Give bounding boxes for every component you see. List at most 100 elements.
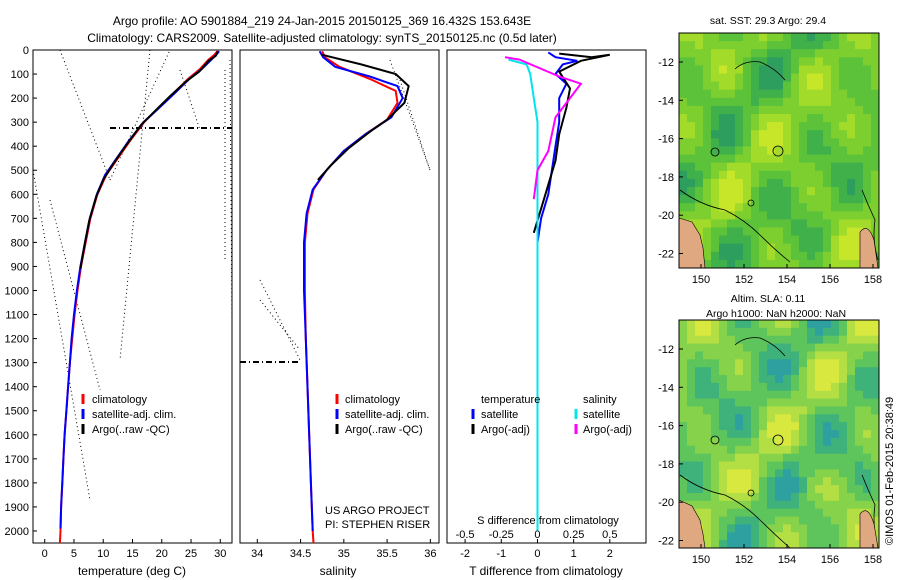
heatmap-cell bbox=[775, 73, 784, 83]
heatmap-cell bbox=[727, 235, 736, 245]
heatmap-cell bbox=[751, 430, 760, 439]
heatmap-cell bbox=[775, 437, 784, 447]
heatmap-cell bbox=[807, 445, 816, 455]
heatmap-cell bbox=[703, 259, 712, 269]
heatmap-cell bbox=[783, 351, 792, 360]
heatmap-cell bbox=[839, 343, 848, 352]
island-landmass bbox=[859, 228, 879, 269]
heatmap-cell bbox=[831, 351, 840, 360]
heatmap-cell bbox=[831, 367, 840, 376]
heatmap-cell bbox=[703, 162, 712, 172]
heatmap-cell bbox=[703, 485, 712, 494]
heatmap-cell bbox=[703, 390, 712, 400]
heatmap-cell bbox=[775, 343, 784, 352]
heatmap-cell bbox=[687, 57, 696, 66]
map-x-tick-label: 150 bbox=[692, 554, 710, 566]
heatmap-cell bbox=[687, 146, 696, 155]
heatmap-cell bbox=[791, 57, 800, 66]
heatmap-cell bbox=[823, 430, 832, 439]
heatmap-cell bbox=[807, 81, 816, 91]
heatmap-cell bbox=[743, 351, 752, 360]
heatmap-cell bbox=[735, 390, 744, 400]
heatmap-cell bbox=[743, 162, 752, 172]
heatmap-cell bbox=[687, 114, 696, 123]
heatmap-cell bbox=[743, 57, 752, 66]
heatmap-cell bbox=[679, 162, 688, 172]
heatmap-cell bbox=[735, 485, 744, 494]
heatmap-cell bbox=[823, 327, 832, 337]
heatmap-cell bbox=[727, 105, 736, 115]
heatmap-cell bbox=[695, 114, 704, 123]
heatmap-cell bbox=[815, 382, 824, 392]
heatmap-cell bbox=[807, 398, 816, 407]
heatmap-cell bbox=[791, 251, 800, 261]
heatmap-cell bbox=[847, 251, 856, 261]
heatmap-cell bbox=[719, 359, 728, 368]
heatmap-cell bbox=[703, 105, 712, 115]
heatmap-cell bbox=[711, 422, 720, 431]
heatmap-cell bbox=[735, 375, 744, 384]
heatmap-cell bbox=[831, 335, 840, 345]
heatmap-cell bbox=[783, 89, 792, 99]
heatmap-cell bbox=[767, 81, 776, 91]
heatmap-cell bbox=[703, 170, 712, 180]
heatmap-cell bbox=[767, 406, 776, 415]
heatmap-cell bbox=[863, 154, 872, 164]
heatmap-cell bbox=[855, 390, 864, 400]
heatmap-cell bbox=[743, 461, 752, 470]
heatmap-cell bbox=[823, 477, 832, 486]
heatmap-cell bbox=[751, 320, 760, 329]
heatmap-cell bbox=[711, 227, 720, 237]
map-x-tick-label: 152 bbox=[735, 274, 753, 286]
heatmap-cell bbox=[839, 65, 848, 74]
heatmap-cell bbox=[751, 81, 760, 91]
heatmap-cell bbox=[679, 414, 688, 423]
x-tick-label: 2 bbox=[607, 548, 613, 560]
heatmap-cell bbox=[807, 97, 816, 107]
heatmap-cell bbox=[711, 187, 720, 196]
heatmap-cell bbox=[799, 203, 808, 212]
heatmap-cell bbox=[751, 187, 760, 196]
heatmap-cell bbox=[711, 251, 720, 261]
heatmap-cell bbox=[759, 57, 768, 66]
heatmap-cell bbox=[871, 57, 880, 66]
heatmap-cell bbox=[727, 73, 736, 83]
heatmap-cell bbox=[823, 162, 832, 172]
heatmap-cell bbox=[815, 453, 824, 463]
heatmap-cell bbox=[679, 327, 688, 337]
heatmap-cell bbox=[783, 461, 792, 470]
heatmap-cell bbox=[807, 359, 816, 368]
heatmap-cell bbox=[775, 382, 784, 392]
heatmap-cell bbox=[759, 178, 768, 188]
x-tick-label: 35 bbox=[338, 548, 350, 560]
heatmap-cell bbox=[735, 154, 744, 164]
s-tick-label: -0.25 bbox=[489, 529, 514, 541]
heatmap-cell bbox=[767, 485, 776, 494]
heatmap-cell bbox=[735, 477, 744, 486]
map-y-tick-label: -20 bbox=[658, 497, 674, 509]
heatmap-cell bbox=[807, 382, 816, 392]
heatmap-cell bbox=[687, 390, 696, 400]
heatmap-cell bbox=[791, 343, 800, 352]
heatmap-cell bbox=[743, 146, 752, 155]
heatmap-cell bbox=[807, 422, 816, 431]
x-tick-label: 20 bbox=[156, 548, 168, 560]
heatmap-cell bbox=[703, 57, 712, 66]
heatmap-cell bbox=[711, 73, 720, 83]
heatmap-cell bbox=[687, 211, 696, 220]
heatmap-cell bbox=[719, 81, 728, 91]
map-y-tick-label: -18 bbox=[658, 459, 674, 471]
heatmap-cell bbox=[847, 195, 856, 204]
heatmap-cell bbox=[711, 500, 720, 510]
series-line-temperature-argo-adj- bbox=[532, 52, 611, 234]
heatmap-cell bbox=[767, 532, 776, 541]
heatmap-cell bbox=[759, 500, 768, 510]
heatmap-cell bbox=[847, 187, 856, 196]
heatmap-cell bbox=[839, 105, 848, 115]
heatmap-cell bbox=[775, 211, 784, 220]
heatmap-cell bbox=[783, 524, 792, 533]
heatmap-cell bbox=[815, 390, 824, 400]
heatmap-cell bbox=[807, 122, 816, 131]
heatmap-cell bbox=[743, 493, 752, 502]
x-tick-label: 34.5 bbox=[290, 548, 311, 560]
